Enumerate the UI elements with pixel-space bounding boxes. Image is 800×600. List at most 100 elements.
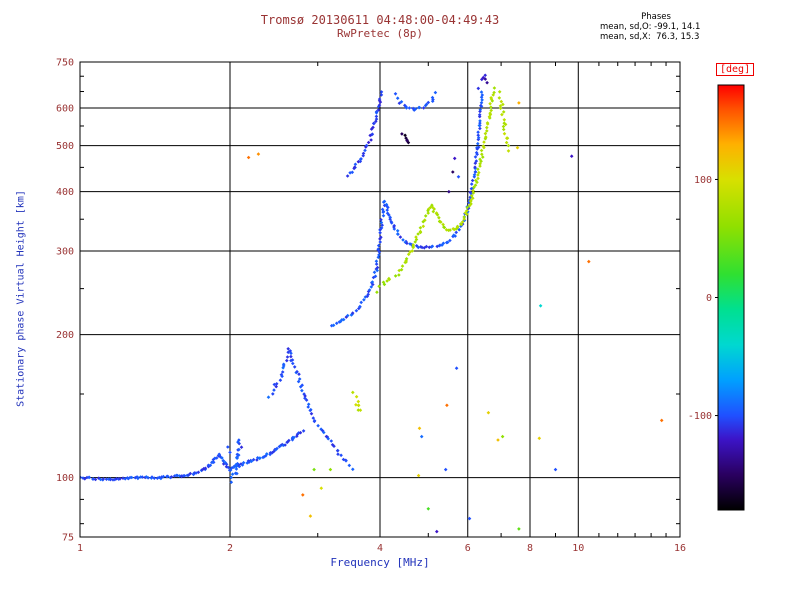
data-point [489, 96, 493, 100]
data-point [330, 443, 335, 447]
data-point [430, 203, 434, 207]
data-point [498, 104, 503, 108]
data-point [133, 475, 138, 480]
data-point [285, 358, 289, 363]
scatter-points [80, 73, 664, 534]
data-point [399, 267, 404, 272]
plot-title: Tromsø 20130611 04:48:00-04:49:43 [260, 13, 500, 27]
data-point [478, 121, 482, 125]
data-point [227, 468, 232, 472]
data-point [418, 226, 423, 230]
data-point [87, 475, 91, 480]
data-point [270, 450, 274, 455]
data-point [196, 470, 201, 475]
colorbar-tick-label: 100 [694, 175, 712, 186]
data-point [358, 305, 362, 309]
data-point [329, 323, 334, 328]
data-point [229, 466, 234, 470]
data-point [472, 173, 477, 177]
data-point [301, 493, 305, 497]
data-point [237, 447, 241, 452]
data-point [470, 194, 474, 198]
data-point [306, 402, 311, 407]
data-point [143, 475, 147, 480]
data-point [351, 467, 355, 472]
data-point [476, 141, 480, 146]
data-point [370, 280, 375, 284]
data-point [442, 225, 446, 229]
data-point [379, 90, 384, 94]
data-point [155, 476, 160, 480]
data-point [422, 246, 427, 250]
data-point [208, 463, 213, 468]
data-point [404, 257, 409, 261]
data-point [285, 355, 290, 359]
data-point [473, 183, 478, 187]
data-point [501, 127, 506, 132]
data-point [229, 475, 233, 480]
data-point [377, 103, 382, 107]
data-point [152, 476, 157, 480]
data-point [292, 365, 297, 369]
data-point [413, 107, 418, 111]
data-point [278, 443, 283, 448]
data-point [385, 211, 390, 216]
data-point [380, 207, 385, 212]
data-point [472, 185, 476, 190]
data-point [405, 139, 409, 143]
data-point [289, 354, 293, 359]
data-point [206, 463, 211, 468]
data-point [344, 459, 348, 463]
x-tick-label: 10 [572, 543, 584, 554]
data-point [85, 475, 89, 480]
data-point [377, 250, 382, 254]
data-point [265, 452, 269, 456]
data-point [364, 145, 368, 149]
y-tick-label: 75 [62, 533, 74, 544]
data-point [501, 102, 505, 107]
data-point [404, 105, 408, 109]
data-point [322, 430, 326, 435]
data-point [471, 188, 475, 193]
data-point [376, 255, 381, 260]
data-point [239, 445, 244, 449]
data-point [274, 382, 279, 386]
data-point [503, 122, 508, 127]
data-point [426, 507, 431, 511]
data-point [188, 471, 193, 476]
data-point [372, 121, 376, 126]
data-point [345, 313, 350, 318]
data-point [476, 145, 481, 150]
data-point [377, 284, 381, 289]
data-point [441, 222, 445, 227]
data-point [392, 225, 396, 229]
data-point [361, 151, 366, 156]
colorbar-tick-label: 0 [706, 293, 712, 304]
data-point [246, 155, 251, 160]
data-point [338, 319, 343, 324]
data-point [499, 99, 504, 104]
data-point [358, 157, 363, 161]
data-point [451, 170, 455, 174]
data-point [104, 477, 109, 481]
data-point [385, 208, 389, 212]
data-point [177, 474, 182, 478]
data-point [297, 372, 301, 376]
data-point [481, 75, 486, 80]
data-point [329, 439, 334, 443]
data-point [279, 372, 284, 377]
data-point [468, 190, 473, 195]
colorbar-tick-label: -100 [688, 411, 712, 422]
data-point [392, 227, 397, 231]
data-point [479, 159, 483, 164]
data-point [237, 441, 241, 446]
data-point [220, 456, 224, 460]
data-point [359, 300, 363, 305]
data-point [476, 176, 480, 181]
data-point [395, 232, 400, 236]
data-point [361, 153, 365, 158]
data-point [300, 383, 304, 387]
data-point [497, 96, 502, 100]
data-point [341, 317, 346, 322]
data-point [234, 462, 238, 467]
